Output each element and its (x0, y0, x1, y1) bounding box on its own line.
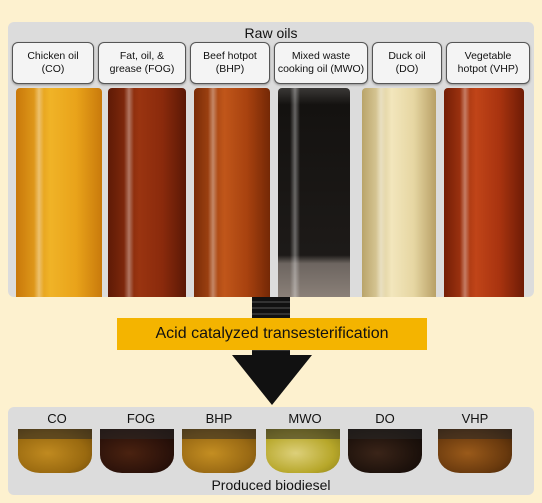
tube-mixed-waste (278, 88, 350, 297)
vial-do (348, 429, 422, 473)
raw-oils-title: Raw oils (244, 25, 298, 41)
label-line-1: Fat, oil, & (119, 50, 165, 62)
label-line-2: (DO) (395, 63, 419, 75)
tube-vegetable-hotpot (444, 88, 524, 297)
biodiesel-code: MWO (288, 411, 322, 426)
vial-rim (438, 429, 512, 439)
vial-mwo (266, 429, 340, 473)
raw-oils-panel: Raw oils Chicken oil (CO) Fat, oil, & gr… (8, 22, 534, 297)
tube-glare (460, 88, 470, 297)
label-line-2: hotpot (VHP) (457, 63, 519, 75)
tube-glare (376, 88, 386, 297)
label-chicken-oil: Chicken oil (CO) (12, 42, 94, 84)
label-vegetable-hotpot: Vegetable hotpot (VHP) (446, 42, 530, 84)
arrow-down-icon (232, 355, 312, 405)
label-mixed-waste: Mixed waste cooking oil (MWO) (274, 42, 368, 84)
biodiesel-code: CO (47, 411, 67, 426)
biodiesel-title: Produced biodiesel (211, 477, 331, 493)
vial-bhp (182, 429, 256, 473)
biodiesel-code: DO (375, 411, 395, 426)
label-line-2: (CO) (41, 63, 65, 75)
tube-beef-hotpot (194, 88, 270, 297)
vial-fog (100, 429, 174, 473)
tube-glare (124, 88, 134, 297)
vial-rim (266, 429, 340, 439)
tube-glare (34, 88, 44, 297)
vial-rim (18, 429, 92, 439)
label-line-2: (BHP) (215, 63, 245, 75)
vial-rim (100, 429, 174, 439)
vial-vhp (438, 429, 512, 473)
tube-duck-oil (362, 88, 436, 297)
label-line-1: Beef hotpot (203, 50, 257, 62)
tube-chicken-oil (16, 88, 102, 297)
vial-co (18, 429, 92, 473)
vial-rim (182, 429, 256, 439)
label-line-1: Chicken oil (27, 50, 79, 62)
label-line-2: cooking oil (MWO) (277, 63, 365, 75)
tube-fog (108, 88, 186, 297)
label-duck-oil: Duck oil (DO) (372, 42, 442, 84)
label-fog: Fat, oil, & grease (FOG) (98, 42, 186, 84)
label-line-1: Duck oil (388, 50, 426, 62)
label-line-2: grease (FOG) (109, 63, 175, 75)
biodiesel-panel: CO FOG BHP MWO DO VHP Produced biodiesel (8, 407, 534, 495)
label-line-1: Mixed waste (291, 50, 351, 62)
process-label: Acid catalyzed transesterification (117, 318, 427, 350)
label-line-1: Vegetable (464, 50, 512, 62)
biodiesel-code: VHP (461, 411, 489, 426)
tube-glare (290, 88, 300, 297)
tube-glare (208, 88, 218, 297)
vial-rim (348, 429, 422, 439)
biodiesel-code: FOG (126, 411, 156, 426)
label-beef-hotpot: Beef hotpot (BHP) (190, 42, 270, 84)
biodiesel-code: BHP (205, 411, 233, 426)
